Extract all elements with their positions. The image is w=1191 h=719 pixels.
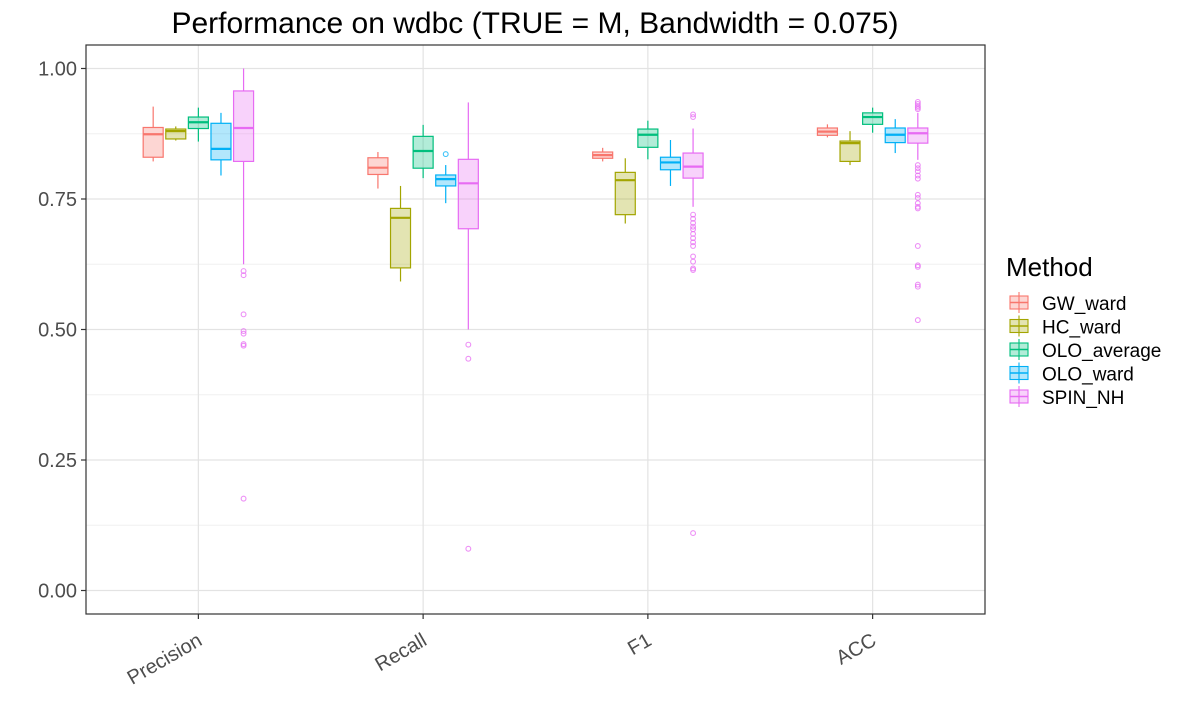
legend-label: HC_ward: [1042, 318, 1121, 339]
box-layer: [142, 68, 929, 552]
outlier-point: [690, 215, 697, 222]
outlier-point: [240, 272, 247, 279]
outlier-point: [690, 223, 697, 230]
x-tick-label: Precision: [124, 629, 206, 689]
outlier-point: [690, 239, 697, 246]
outlier-point: [465, 545, 472, 552]
outlier-point: [914, 283, 921, 290]
outlier-point: [240, 495, 247, 502]
legend-label: OLO_average: [1042, 341, 1161, 362]
y-tick-label: 1.00: [38, 58, 77, 80]
outlier-point: [690, 243, 697, 249]
box: [389, 207, 412, 269]
x-tick-label: Recall: [371, 629, 430, 676]
outlier-point: [690, 220, 697, 226]
box: [614, 171, 636, 216]
outlier-point: [914, 205, 921, 212]
series-gw-ward: [142, 106, 839, 189]
box: [457, 158, 479, 230]
y-tick-label: 0.00: [38, 581, 77, 603]
y-tick-label: 0.25: [38, 450, 77, 472]
outlier-point: [914, 263, 921, 270]
series-hc-ward: [165, 126, 861, 282]
outlier-point: [240, 328, 247, 335]
outlier-point: [690, 258, 697, 265]
legend-key: [1009, 339, 1029, 360]
outlier-point: [442, 151, 449, 158]
outlier-point: [690, 111, 697, 118]
box: [232, 90, 255, 163]
box: [412, 135, 434, 169]
outlier-point: [914, 175, 921, 182]
grid-lines: [86, 45, 985, 614]
outlier-point: [240, 330, 247, 337]
outlier-point: [914, 162, 921, 169]
box: [839, 140, 861, 163]
box: [142, 126, 164, 158]
legend-label: OLO_ward: [1042, 365, 1134, 386]
box: [862, 112, 884, 125]
outlier-point: [690, 530, 697, 537]
legend-key: [1009, 315, 1029, 337]
outlier-point: [240, 342, 247, 349]
box: [637, 128, 659, 148]
series-olo-ward: [210, 112, 906, 204]
legend-title: Method: [1006, 252, 1093, 282]
series-olo-average: [187, 107, 884, 179]
outlier-point: [690, 253, 697, 260]
y-tick-label: 0.50: [38, 320, 77, 342]
outlier-point: [914, 195, 921, 201]
outlier-point: [914, 243, 921, 249]
chart-title: Performance on wdbc (TRUE = M, Bandwidth…: [171, 7, 898, 40]
legend-key: [1009, 362, 1029, 384]
legend-label: GW_ward: [1042, 294, 1126, 315]
outlier-point: [690, 231, 697, 237]
outlier-point: [690, 267, 697, 273]
x-tick-label: F1: [624, 629, 655, 660]
outlier-point: [690, 211, 697, 218]
series-spin-nh: [232, 68, 929, 552]
outlier-point: [465, 341, 472, 348]
outlier-point: [914, 168, 921, 175]
outlier-point: [914, 281, 921, 288]
box: [165, 128, 187, 140]
outlier-point: [914, 106, 921, 113]
outlier-point: [914, 98, 921, 105]
x-tick-label: ACC: [833, 629, 881, 669]
outlier-point: [240, 268, 247, 274]
outlier-point: [914, 165, 921, 172]
box: [210, 122, 232, 161]
outlier-point: [914, 172, 921, 179]
y-tick-label: 0.75: [38, 189, 77, 211]
outlier-point: [240, 311, 247, 318]
axes: 0.00 0.25 0.50 0.75 1.00 Precision Recall F1 ACC: [38, 58, 880, 689]
box: [435, 174, 457, 187]
legend-label: SPIN_NH: [1042, 388, 1124, 409]
box: [907, 127, 929, 144]
legend-key: [1009, 292, 1029, 313]
legend-key: [1009, 386, 1029, 407]
outlier-point: [465, 355, 472, 362]
box: [367, 157, 389, 176]
outlier-point: [914, 191, 921, 198]
outlier-point: [690, 235, 697, 242]
outlier-point: [690, 114, 697, 120]
outlier-point: [914, 317, 921, 324]
